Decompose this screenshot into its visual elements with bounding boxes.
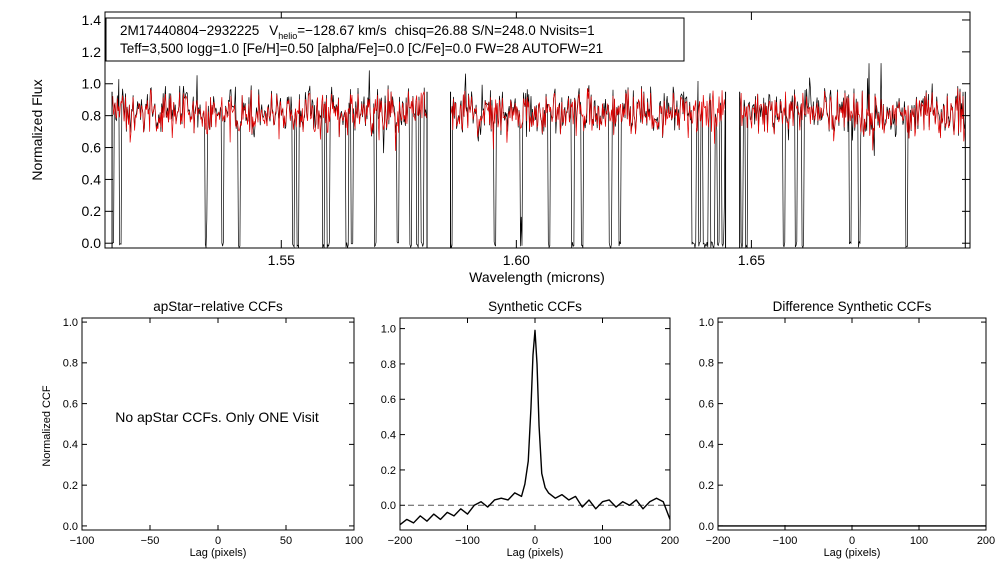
- synthetic-ccf-ytick-label: 0.2: [381, 465, 396, 477]
- apstar-ccf-ticks: −100 −50 0 50 100 0.0 0.2 0.4 0.6 0.8 1.0: [63, 317, 363, 547]
- synthetic-ccf-xtick-label: 200: [661, 535, 679, 547]
- synthetic-ccf-xtick-label: 100: [593, 535, 611, 547]
- apstar-ccf-xlabel: Lag (pixels): [190, 547, 247, 559]
- apstar-ccf-xtick-label: 50: [280, 535, 292, 547]
- difference-ccf-title: Difference Synthetic CCFs: [773, 299, 932, 314]
- synthetic-ccf-ytick-label: 0.0: [381, 500, 396, 512]
- spectrum-ytick-label: 0.2: [82, 203, 102, 219]
- difference-ccf-xlabel: Lag (pixels): [824, 547, 881, 559]
- difference-ccf-ytick-label: 0.2: [699, 480, 714, 492]
- apstar-ccf-xtick-label: −50: [141, 535, 160, 547]
- synthetic-ccf-ytick-label: 1.0: [381, 323, 396, 335]
- difference-ccf-xtick-label: −200: [706, 535, 731, 547]
- apstar-ccf-xtick-label: −100: [70, 535, 95, 547]
- difference-ccf-xtick-label: 200: [977, 535, 995, 547]
- apstar-ccf-xtick-label: 100: [345, 535, 363, 547]
- synthetic-ccf-xtick-label: −200: [388, 535, 413, 547]
- apstar-ccf-ytick-label: 0.4: [63, 439, 78, 451]
- apstar-ccf-ytick-label: 1.0: [63, 317, 78, 329]
- apstar-ccf-ytick-label: 0.2: [63, 480, 78, 492]
- spectrum-ytick-label: 0.8: [82, 108, 102, 124]
- annotation-v-sub: helio: [278, 31, 297, 41]
- spectrum-ylabel: Normalized Flux: [29, 79, 45, 180]
- synthetic-ccf-line: [399, 329, 671, 526]
- spectrum-xtick-label: 1.55: [268, 252, 295, 268]
- difference-ccf-ytick-label: 1.0: [699, 317, 714, 329]
- synthetic-ccf-xtick-label: −100: [455, 535, 480, 547]
- apstar-ccf-ytick-label: 0.6: [63, 398, 78, 410]
- apstar-ccf-title: apStar−relative CCFs: [153, 299, 283, 314]
- spectrum-frame: [104, 11, 971, 249]
- spectrum-observed-line-chip1: [111, 70, 427, 249]
- spectrum-ytick-label: 0.6: [82, 139, 102, 155]
- synthetic-ccf-ytick-label: 0.6: [381, 394, 396, 406]
- spectrum-ytick-label: 0.0: [82, 235, 102, 251]
- spectrum-plot-area: [111, 63, 966, 250]
- difference-ccf-xtick-label: 100: [910, 535, 928, 547]
- synthetic-ccf-plot-area: [399, 329, 671, 526]
- apstar-ccf-ylabel: Normalized CCF: [41, 385, 53, 467]
- spectrum-xlabel: Wavelength (microns): [469, 269, 605, 285]
- difference-ccf-panel: Difference Synthetic CCFs −200 −100 0 100 20…: [699, 299, 995, 559]
- synthetic-ccf-xlabel: Lag (pixels): [507, 547, 564, 559]
- apstar-ccf-ytick-label: 0.8: [63, 358, 78, 370]
- difference-ccf-ticks: −200 −100 0 100 200 0.0 0.2 0.4 0.6 0.8 1.0: [699, 317, 995, 547]
- spectrum-ytick-label: 1.4: [82, 12, 102, 28]
- synthetic-ccf-panel: Synthetic CCFs −200 −100 0 100 200 0.0 0.2 0.4 0…: [381, 299, 679, 559]
- spectrum-ytick-label: 1.2: [82, 44, 102, 60]
- spectrum-xtick-label: 1.60: [503, 252, 530, 268]
- synthetic-ccf-ytick-label: 0.4: [381, 429, 396, 441]
- difference-ccf-xtick-label: −100: [773, 535, 798, 547]
- synthetic-ccf-xtick-label: 0: [532, 535, 538, 547]
- difference-ccf-ytick-label: 0.6: [699, 398, 714, 410]
- apstar-ccf-xtick-label: 0: [215, 535, 221, 547]
- annotation-stats: chisq=26.88 S/N=248.0 Nvisits=1: [395, 23, 595, 38]
- synthetic-ccf-ticks: −200 −100 0 100 200 0.0 0.2 0.4 0.6 0.8 1.0: [381, 318, 679, 547]
- difference-ccf-xtick-label: 0: [849, 535, 855, 547]
- synthetic-ccf-frame: [399, 317, 671, 531]
- apstar-ccf-message: No apStar CCFs. Only ONE Visit: [115, 409, 319, 425]
- spectrum-observed-line-chip3: [739, 63, 966, 249]
- annotation-line1: 2M17440804−2932225 Vhelio=−128.67 km/s chi…: [120, 23, 595, 41]
- spectrum-model-line-chip3: [739, 88, 966, 151]
- spectrum-annotation-box: [105, 17, 685, 62]
- difference-ccf-ytick-label: 0.0: [699, 521, 714, 533]
- apstar-ccf-panel: apStar−relative CCFs −100 −50 0 50 100 0.0 0.2…: [41, 299, 363, 559]
- synthetic-ccf-title: Synthetic CCFs: [488, 299, 582, 314]
- difference-ccf-ytick-label: 0.4: [699, 439, 714, 451]
- spectrum-ticks: 1.55 1.60 1.65 0.0 0.2 0.4 0.6 0.8 1.0 1.2 1.4: [82, 12, 970, 268]
- annotation-line2: Teff=3,500 logg=1.0 [Fe/H]=0.50 [alpha/F…: [120, 41, 603, 56]
- annotation-star-id: 2M17440804−2932225: [120, 23, 259, 38]
- spectrum-xtick-label: 1.65: [738, 252, 765, 268]
- difference-ccf-ytick-label: 0.8: [699, 358, 714, 370]
- spectrum-ytick-label: 0.4: [82, 171, 102, 187]
- annotation-v-prefix: V: [269, 23, 278, 38]
- spectrum-model-line-chip1: [111, 89, 427, 151]
- annotation-v-value: =−128.67 km/s: [297, 23, 387, 38]
- spectrum-ytick-label: 1.0: [82, 76, 102, 92]
- spectrum-model-line-chip2: [450, 88, 726, 150]
- apstar-ccf-ytick-label: 0.0: [63, 521, 78, 533]
- spectrum-panel: 1.55 1.60 1.65 0.0 0.2 0.4 0.6 0.8 1.0 1.2 1.4 Wav…: [29, 11, 971, 285]
- synthetic-ccf-ytick-label: 0.8: [381, 359, 396, 371]
- difference-ccf-frame: [717, 317, 987, 531]
